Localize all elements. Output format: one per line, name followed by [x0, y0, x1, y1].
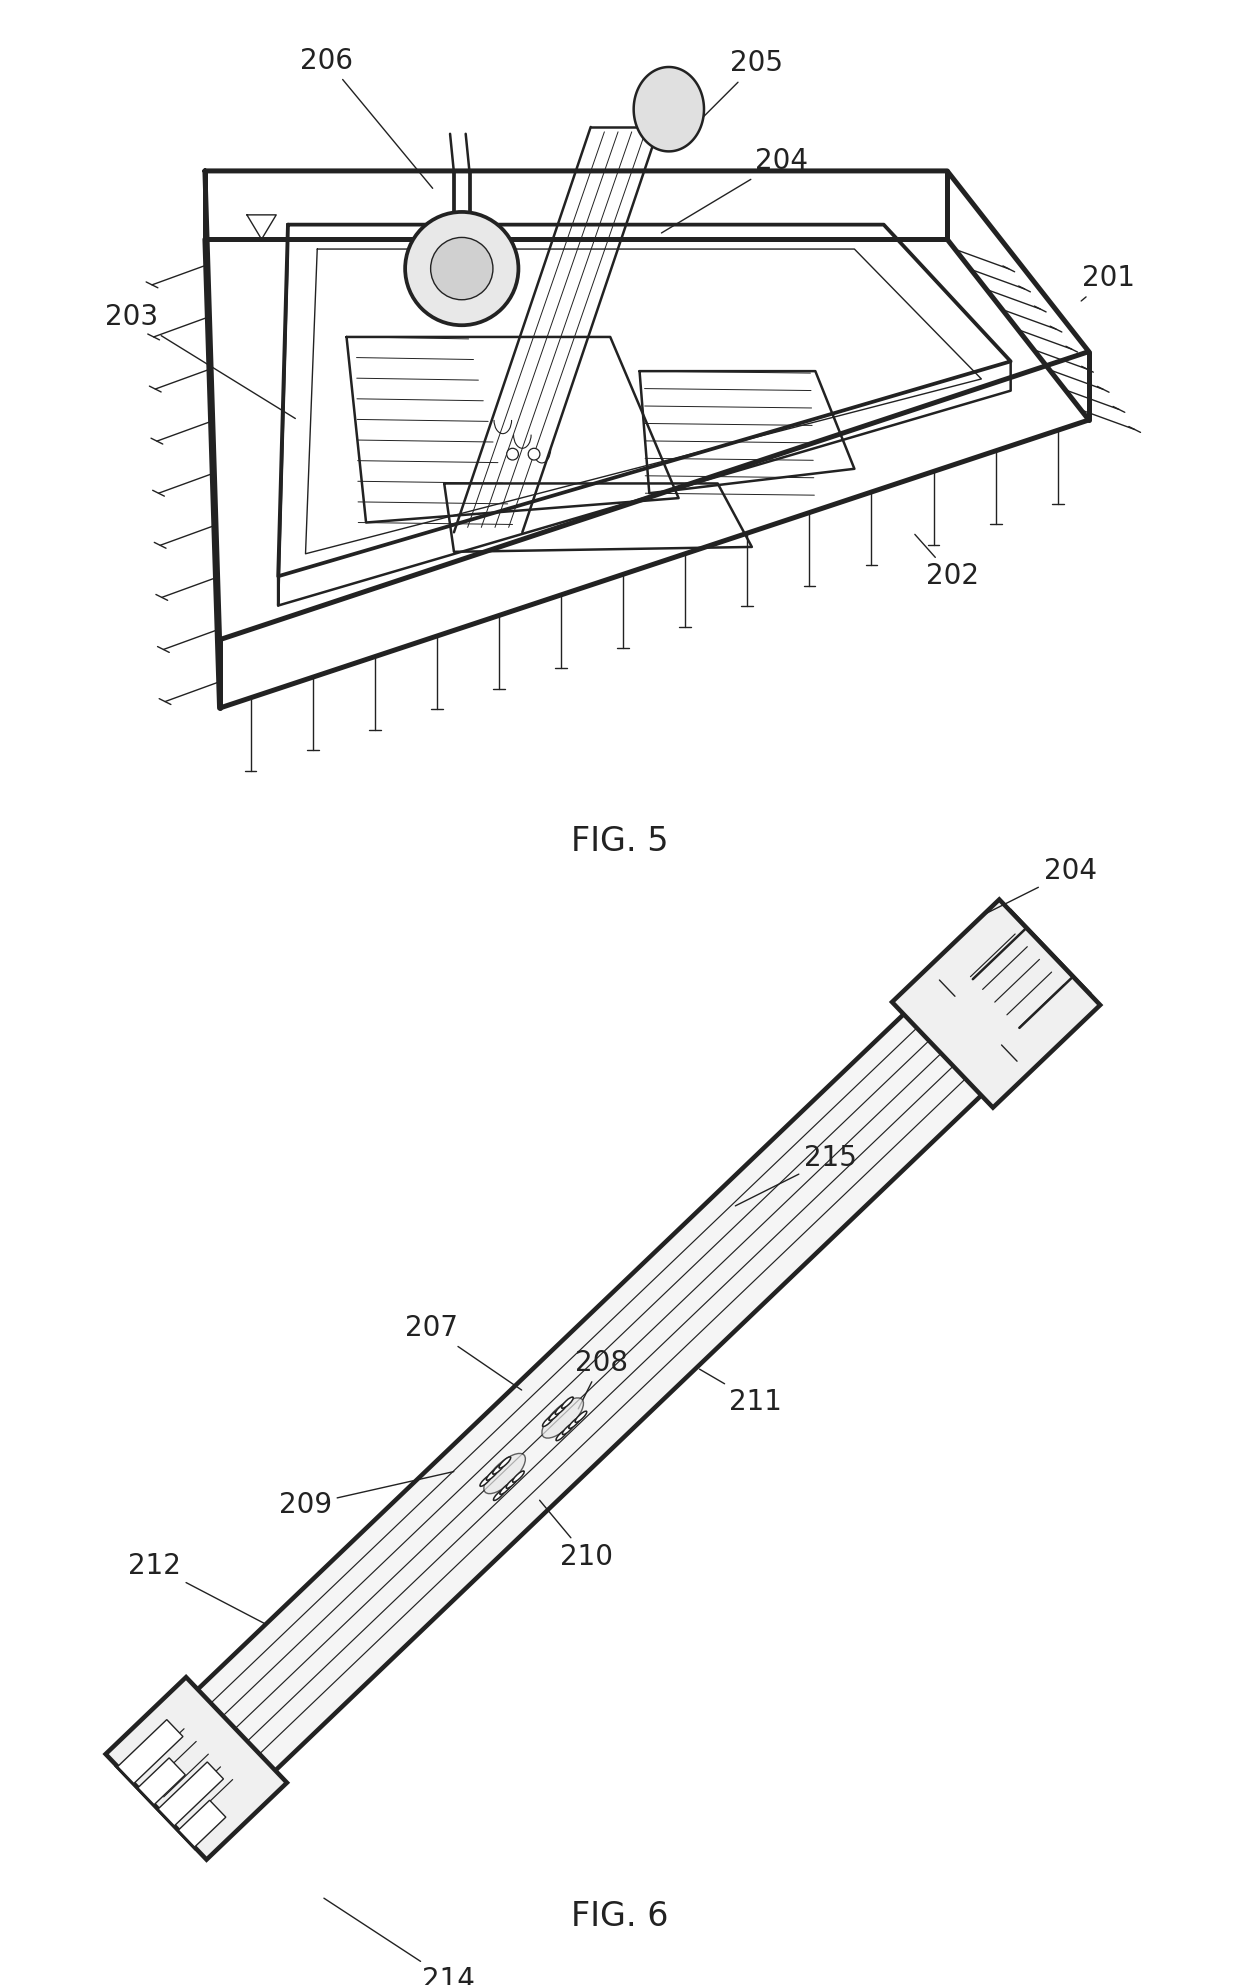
Text: 201: 201 — [1081, 264, 1135, 302]
Text: FIG. 5: FIG. 5 — [572, 826, 668, 858]
Text: 209: 209 — [279, 1471, 454, 1519]
Text: FIG. 6: FIG. 6 — [572, 1900, 668, 1933]
Text: 202: 202 — [915, 534, 978, 590]
Circle shape — [528, 449, 539, 461]
Text: 212: 212 — [128, 1552, 264, 1624]
Ellipse shape — [480, 1475, 491, 1487]
Ellipse shape — [569, 1417, 580, 1429]
Text: 204: 204 — [661, 147, 807, 232]
Text: 211: 211 — [699, 1370, 782, 1415]
Polygon shape — [159, 1763, 223, 1826]
Ellipse shape — [562, 1397, 573, 1407]
Circle shape — [507, 449, 518, 461]
Ellipse shape — [492, 1463, 505, 1475]
Text: 215: 215 — [735, 1143, 857, 1205]
Polygon shape — [118, 1719, 184, 1785]
Ellipse shape — [506, 1477, 518, 1489]
Polygon shape — [105, 1677, 286, 1860]
Text: 204: 204 — [985, 858, 1096, 915]
Polygon shape — [892, 899, 1100, 1108]
Ellipse shape — [512, 1471, 525, 1483]
Text: 205: 205 — [681, 50, 784, 139]
Ellipse shape — [575, 1411, 587, 1423]
Ellipse shape — [563, 1423, 574, 1435]
Ellipse shape — [549, 1409, 560, 1421]
Text: 203: 203 — [105, 304, 295, 419]
Ellipse shape — [484, 1453, 526, 1493]
Polygon shape — [118, 911, 1089, 1848]
Text: 210: 210 — [539, 1501, 613, 1570]
Ellipse shape — [556, 1429, 568, 1441]
Circle shape — [430, 238, 494, 300]
Text: 206: 206 — [300, 46, 433, 189]
Text: 207: 207 — [404, 1314, 522, 1390]
Polygon shape — [179, 1800, 226, 1848]
Ellipse shape — [543, 1415, 554, 1427]
Ellipse shape — [500, 1483, 512, 1495]
Ellipse shape — [486, 1469, 498, 1481]
Ellipse shape — [556, 1403, 567, 1415]
Polygon shape — [634, 67, 704, 151]
Ellipse shape — [494, 1489, 505, 1501]
Text: 214: 214 — [324, 1898, 475, 1985]
Ellipse shape — [498, 1457, 511, 1469]
Ellipse shape — [542, 1397, 584, 1437]
Circle shape — [405, 212, 518, 326]
Polygon shape — [138, 1759, 185, 1804]
Text: 208: 208 — [575, 1348, 627, 1409]
